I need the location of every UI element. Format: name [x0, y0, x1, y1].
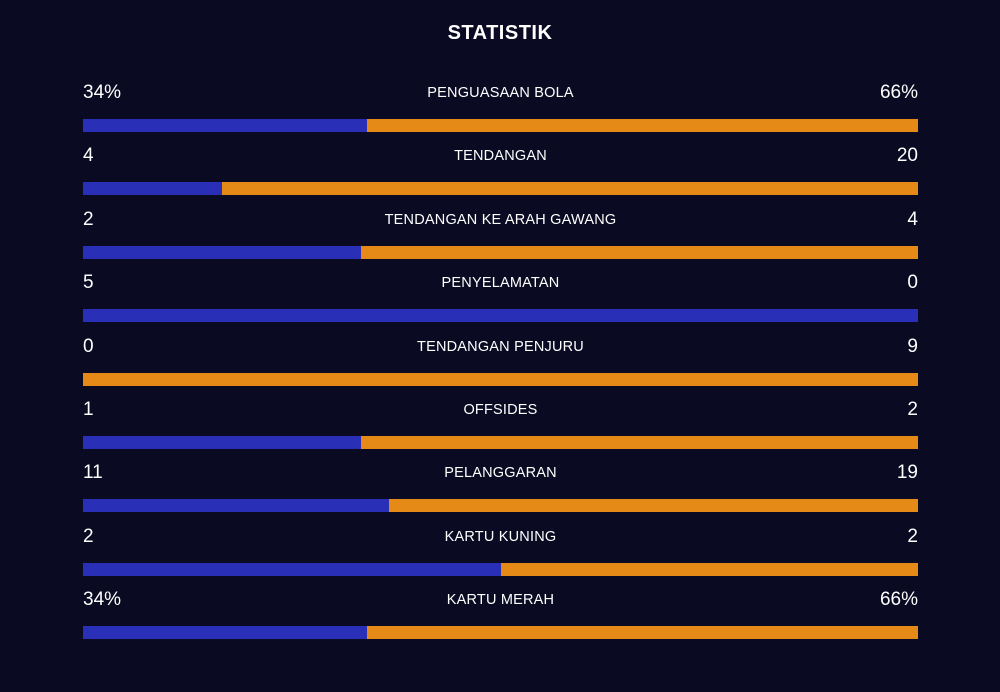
stat-values: 1 OFFSIDES 2 — [83, 398, 918, 422]
stat-bar — [83, 499, 918, 513]
stat-bar — [83, 435, 918, 449]
stat-label: KARTU MERAH — [446, 592, 555, 609]
away-value: 2 — [907, 398, 918, 420]
away-bar-segment — [366, 626, 918, 640]
home-value: 2 — [83, 208, 94, 230]
home-value: 34% — [83, 589, 122, 611]
stat-values: 11 PELANGGARAN 19 — [83, 461, 918, 485]
stat-values: 5 PENYELAMATAN 0 — [83, 271, 918, 295]
home-value: 34% — [83, 82, 122, 103]
home-bar-segment — [83, 562, 501, 576]
stat-label: PENGUASAAN BOLA — [427, 85, 574, 101]
stat-values: 34% KARTU MERAH 66% — [83, 588, 918, 612]
stat-row: 5 PENYELAMATAN 0 — [83, 271, 918, 334]
stat-bar — [83, 119, 918, 132]
away-value: 66% — [879, 82, 918, 103]
stat-row: 0 TENDANGAN PENJURU 9 — [83, 335, 918, 398]
home-value: 2 — [83, 525, 94, 547]
stat-bar — [83, 562, 918, 576]
home-value: 5 — [83, 272, 94, 294]
stat-values: 0 TENDANGAN PENJURU 9 — [83, 335, 918, 359]
stat-bar — [83, 372, 918, 386]
stat-row: 34% KARTU MERAH 66% — [83, 588, 918, 651]
away-value: 9 — [907, 335, 918, 357]
away-bar-segment — [366, 119, 918, 132]
away-bar-segment — [222, 182, 918, 196]
stat-row: 34% PENGUASAAN BOLA 66% — [83, 81, 918, 144]
stat-label: TENDANGAN PENJURU — [417, 338, 584, 355]
stat-label: TENDANGAN KE ARAH GAWANG — [384, 211, 617, 228]
stat-label: PELANGGARAN — [444, 465, 557, 482]
stat-label: KARTU KUNING — [444, 528, 557, 545]
away-bar-segment — [361, 435, 918, 449]
away-bar-segment — [83, 372, 918, 386]
stat-bar — [83, 309, 918, 323]
stat-values: 2 TENDANGAN KE ARAH GAWANG 4 — [83, 208, 918, 232]
stat-label: TENDANGAN — [454, 148, 547, 165]
away-value: 19 — [896, 462, 918, 484]
stat-values: 34% PENGUASAAN BOLA 66% — [83, 81, 918, 105]
home-value: 11 — [83, 462, 103, 484]
home-bar-segment — [83, 119, 367, 132]
home-bar-segment — [83, 435, 362, 449]
home-value: 1 — [83, 398, 94, 420]
stat-bar — [83, 626, 918, 640]
home-value: 4 — [83, 145, 94, 167]
home-bar-segment — [83, 182, 223, 196]
away-value: 0 — [907, 272, 918, 294]
stats-list: 34% PENGUASAAN BOLA 66% 4 TENDANGAN 20 2 TENDAN… — [83, 81, 918, 652]
stat-row: 2 KARTU KUNING 2 — [83, 525, 918, 588]
away-bar-segment — [500, 562, 918, 576]
stat-row: 4 TENDANGAN 20 — [83, 144, 918, 207]
page-title: STATISTIK — [447, 22, 553, 44]
home-bar-segment — [83, 626, 367, 640]
away-bar-segment — [389, 499, 918, 513]
home-bar-segment — [83, 245, 362, 259]
stat-label: OFFSIDES — [463, 401, 538, 418]
away-value: 2 — [907, 525, 918, 547]
away-value: 66% — [879, 589, 918, 611]
away-value: 20 — [896, 145, 918, 167]
away-bar-segment — [361, 245, 918, 259]
home-value: 0 — [83, 335, 94, 357]
stat-row: 1 OFFSIDES 2 — [83, 398, 918, 461]
stat-bar — [83, 245, 918, 259]
stat-values: 2 KARTU KUNING 2 — [83, 525, 918, 549]
stat-bar — [83, 182, 918, 196]
home-bar-segment — [83, 309, 918, 323]
home-bar-segment — [83, 499, 390, 513]
stat-row: 2 TENDANGAN KE ARAH GAWANG 4 — [83, 208, 918, 271]
stat-label: PENYELAMATAN — [441, 275, 560, 292]
stat-values: 4 TENDANGAN 20 — [83, 144, 918, 168]
stat-row: 11 PELANGGARAN 19 — [83, 461, 918, 524]
away-value: 4 — [907, 208, 918, 230]
